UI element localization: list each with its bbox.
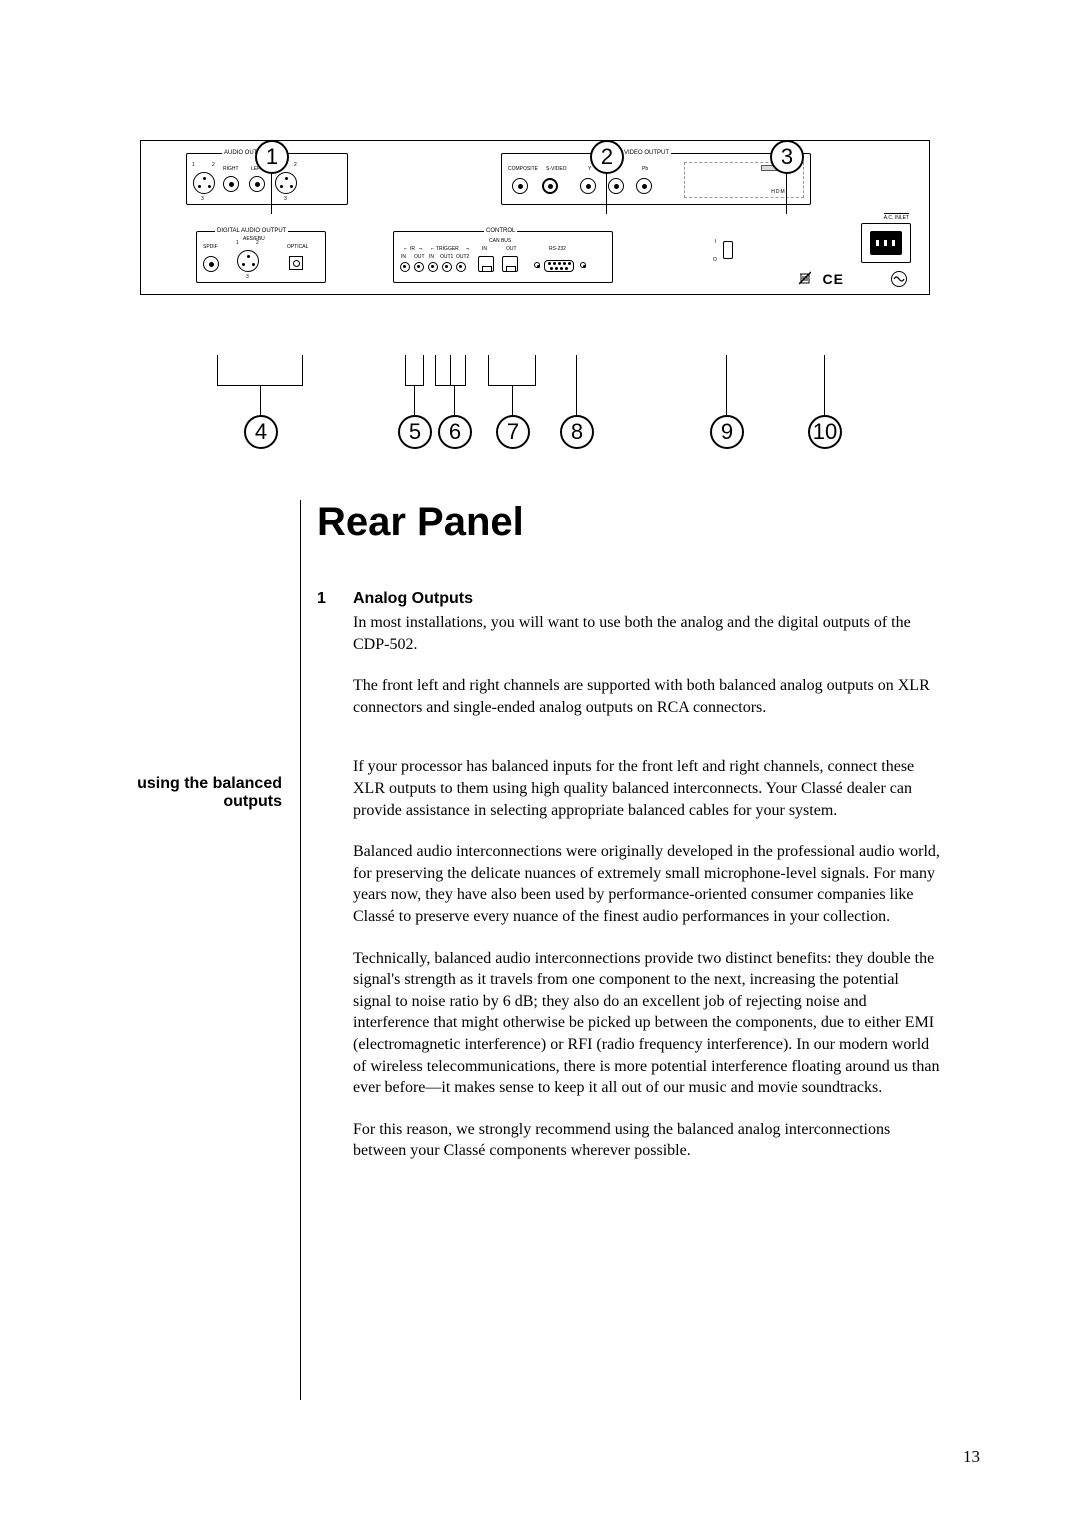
callout-6: 6 [438,415,472,449]
rca-left [249,176,265,192]
page: 1 2 3 AUDIO OUTPUT 1 2 3 RIGHT LEFT 1 2 [0,0,1080,1527]
section-p1: In most installations, you will want to … [353,612,941,655]
rca-right [223,176,239,192]
trash-icon [799,271,811,285]
ac-symbol [891,271,907,287]
callout-3: 3 [770,140,804,174]
content-area: using the balanced outputs Rear Panel 1 … [90,500,990,1400]
body-p3: Technically, balanced audio interconnect… [353,948,941,1099]
section-p2: The front left and right channels are su… [353,675,941,718]
body-p1: If your processor has balanced inputs fo… [353,756,941,821]
callout-5: 5 [398,415,432,449]
aesebu-label: AES/EBU [243,236,265,242]
right-column: Rear Panel 1 Analog Outputs In most inst… [301,500,941,1400]
control-label: CONTROL [484,228,517,234]
ce-mark: CE [823,271,844,287]
spdif-jack [203,256,219,272]
ac-inlet-label: A.C. INLET [884,213,909,221]
y-label: Y [588,166,591,172]
canbus-label: CAN BUS [489,238,511,244]
trigger-label: TRIGGER [436,246,459,252]
iec-inlet [870,231,902,255]
ir-out-jack [414,262,424,272]
can-out-jack [502,256,518,272]
svideo-label: S-VIDEO [546,166,567,172]
callout-4: 4 [244,415,278,449]
left-column: using the balanced outputs [90,500,300,1400]
optical-jack [289,256,303,270]
callout-10: 10 [808,415,842,449]
ac-inlet-box [861,223,911,263]
rs232-port [544,260,574,272]
ir-in-jack [400,262,410,272]
section-head: 1 Analog Outputs [317,590,941,608]
video-output-label: VIDEO OUTPUT [622,150,671,156]
xlr-left [275,172,297,194]
page-number: 13 [963,1447,980,1467]
callout-7: 7 [496,415,530,449]
body-p2: Balanced audio interconnections were ori… [353,841,941,927]
can-in-jack [478,256,494,272]
optical-label: OPTICAL [287,244,308,250]
aesebu-jack [237,250,259,272]
callout-8: 8 [560,415,594,449]
callout-9: 9 [710,415,744,449]
body-p4: For this reason, we strongly recommend u… [353,1119,941,1162]
trig-in-jack [428,262,438,272]
callout-1: 1 [255,140,289,174]
trig-out2-jack [456,262,466,272]
digital-audio-box: DIGITAL AUDIO OUTPUT AES/EBU SPDIF OPTIC… [196,231,326,283]
can-in-label: IN [482,246,487,252]
ir-in-label: IN [401,254,406,260]
xlr-right [193,172,215,194]
trig-out1-jack [442,262,452,272]
page-title: Rear Panel [317,500,941,545]
spdif-label: SPDIF [203,244,218,250]
video-output-box: VIDEO OUTPUT COMPOSITE S-VIDEO Y Pr Pb H… [501,153,811,205]
rs232-label: RS-232 [549,246,566,252]
right-label: RIGHT [223,166,239,172]
trig-in-label: IN [429,254,434,260]
callout-2: 2 [590,140,624,174]
rca-y [580,178,596,194]
pb-label: Pb [642,166,648,172]
section-title: Analog Outputs [353,590,473,608]
composite-label: COMPOSITE [508,166,538,172]
trig-out1-label: OUT1 [440,254,453,260]
power-switch [723,241,733,259]
ir-out-label: OUT [414,254,425,260]
rca-pr [608,178,624,194]
can-out-label: OUT [506,246,517,252]
rca-pb [636,178,652,194]
svideo [542,178,558,194]
sidenote: using the balanced outputs [90,775,282,811]
rear-panel-diagram: 1 2 3 AUDIO OUTPUT 1 2 3 RIGHT LEFT 1 2 [140,140,930,460]
trig-out2-label: OUT2 [456,254,469,260]
ir-label: IR [410,246,415,252]
control-box: CONTROL ⌐ IR ¬ IN OUT ⌐ TRIGGER ¬ IN OUT… [393,231,613,283]
section-number: 1 [317,590,353,608]
digital-audio-label: DIGITAL AUDIO OUTPUT [215,228,288,234]
rca-composite [512,178,528,194]
